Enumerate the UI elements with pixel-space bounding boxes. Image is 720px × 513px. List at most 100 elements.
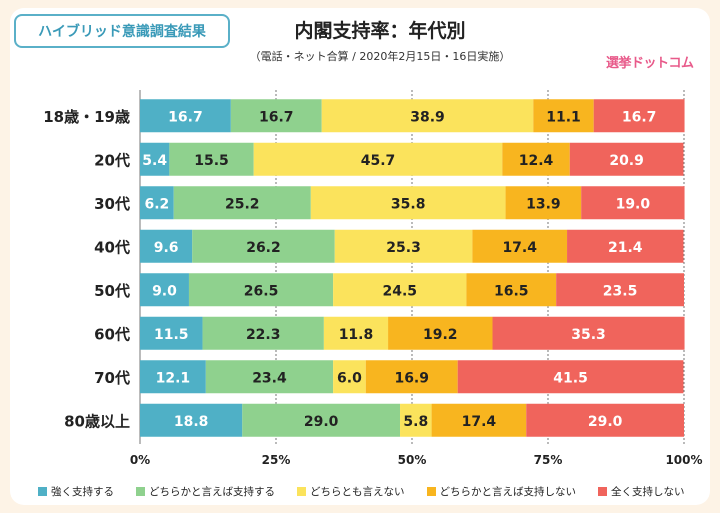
legend-item: どちらとも言えない <box>297 484 405 499</box>
data-label: 16.9 <box>394 370 429 386</box>
bar-segment <box>169 142 254 176</box>
category-label: 70代 <box>94 369 130 387</box>
category-label: 60代 <box>94 325 130 343</box>
data-label: 29.0 <box>588 414 623 430</box>
data-label: 6.2 <box>144 196 169 212</box>
data-label: 35.8 <box>391 196 426 212</box>
data-label: 12.4 <box>519 153 554 169</box>
bar-segment <box>581 186 685 220</box>
category-label: 80歳以上 <box>64 412 130 430</box>
legend-swatch <box>426 486 436 496</box>
data-label: 21.4 <box>608 240 643 256</box>
data-label: 25.3 <box>386 240 421 256</box>
data-label: 16.7 <box>259 109 294 125</box>
data-label: 16.5 <box>494 283 529 299</box>
data-label: 9.0 <box>152 283 177 299</box>
data-label: 11.8 <box>339 327 374 343</box>
bar-segment <box>333 360 366 394</box>
data-label: 26.5 <box>244 283 279 299</box>
category-label: 20代 <box>94 151 130 169</box>
bar-segment <box>388 316 493 350</box>
bar-segment <box>140 229 193 263</box>
data-label: 20.9 <box>609 153 644 169</box>
bar-segment <box>334 229 473 263</box>
legend-swatch <box>136 486 145 496</box>
bar-segment <box>502 142 570 176</box>
bar-segment <box>472 229 568 263</box>
legend-item: どちらかと言えば支持する <box>136 484 275 499</box>
legend-item: どちらかと言えば支持しない <box>426 484 577 499</box>
data-label: 29.0 <box>304 414 339 430</box>
bar-segment <box>431 403 527 437</box>
legend-label: どちらとも言えない <box>310 485 405 498</box>
bar-segment <box>140 142 170 176</box>
bar-segment <box>492 316 685 350</box>
x-tick-label: 50% <box>398 453 427 467</box>
bar-segment <box>365 360 458 394</box>
category-label: 18歳・19歳 <box>43 108 130 126</box>
bar-segment <box>533 99 594 133</box>
bar-segment <box>400 403 432 437</box>
data-label: 9.6 <box>154 240 179 256</box>
data-label: 18.8 <box>174 414 209 430</box>
data-label: 11.1 <box>546 109 581 125</box>
legend-swatch <box>38 486 47 496</box>
x-tick-label: 25% <box>262 453 291 467</box>
legend-label: 全く支持しない <box>611 485 685 498</box>
data-label: 45.7 <box>361 153 396 169</box>
bar-segment <box>140 403 243 437</box>
bar-segment <box>188 273 334 307</box>
category-label: 40代 <box>94 238 130 256</box>
bar-segment <box>323 316 389 350</box>
bar-segment <box>140 316 203 350</box>
bar-segment <box>466 273 557 307</box>
bar-segment <box>310 186 506 220</box>
bar-segment <box>173 186 311 220</box>
brand-logo: 選挙ドットコム <box>606 56 694 71</box>
bar-segment <box>526 403 684 437</box>
bar-segment <box>140 186 174 220</box>
legend-label: 強く支持する <box>51 485 114 498</box>
bar-segment <box>205 360 334 394</box>
data-label: 19.2 <box>423 327 458 343</box>
data-label: 35.3 <box>571 327 606 343</box>
data-label: 5.4 <box>142 153 167 169</box>
data-label: 11.5 <box>154 327 189 343</box>
bar-segment <box>140 273 189 307</box>
chart-subtitle: （電話・ネット合算 / 2020年2月15日・16日実施） <box>249 50 511 63</box>
bar-segment <box>253 142 503 176</box>
legend-label: どちらかと言えば支持しない <box>439 485 577 498</box>
bar-segment <box>202 316 324 350</box>
x-tick-label: 0% <box>130 453 150 467</box>
data-label: 38.9 <box>410 109 445 125</box>
bar-segment <box>593 99 685 133</box>
bar-segment <box>556 273 684 307</box>
x-tick-label: 75% <box>534 453 563 467</box>
bar-segment <box>140 99 231 133</box>
bar-segment <box>505 186 582 220</box>
bar-segment <box>192 229 335 263</box>
chart-title: 内閣支持率：年代別 <box>294 20 466 42</box>
data-label: 25.2 <box>225 196 260 212</box>
data-label: 23.4 <box>252 370 287 386</box>
data-label: 22.3 <box>246 327 281 343</box>
legend-label: どちらかと言えば支持する <box>149 485 275 498</box>
bar-segment <box>567 229 684 263</box>
category-label: 50代 <box>94 282 130 300</box>
x-tick-label: 100% <box>665 453 702 467</box>
bar-segment <box>140 360 206 394</box>
chart-legend: 強く支持する どちらかと言えば支持する どちらとも言えない どちらかと言えば支持しない… <box>38 483 685 499</box>
data-label: 6.0 <box>337 370 362 386</box>
legend-item: 強く支持する <box>38 484 114 499</box>
data-label: 41.5 <box>553 370 588 386</box>
bar-segment <box>333 273 467 307</box>
bar-segment <box>569 142 684 176</box>
data-label: 17.4 <box>462 414 497 430</box>
data-label: 26.2 <box>246 240 281 256</box>
data-label: 23.5 <box>603 283 638 299</box>
data-label: 17.4 <box>502 240 537 256</box>
legend-swatch <box>598 486 607 496</box>
data-label: 19.0 <box>616 196 651 212</box>
legend-swatch <box>297 486 306 496</box>
